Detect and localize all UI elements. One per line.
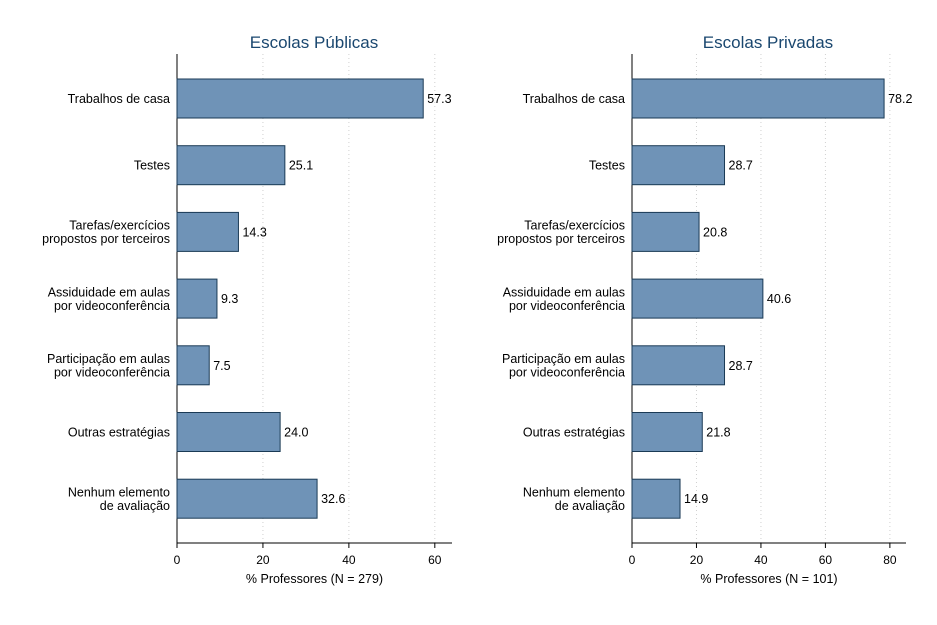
x-tick-label: 20: [690, 553, 704, 567]
category-label: Participação em aulas: [47, 352, 170, 366]
data-label: 40.6: [767, 292, 791, 306]
data-label: 25.1: [289, 159, 313, 173]
x-axis-title: % Professores (N = 279): [246, 572, 383, 586]
data-label: 57.3: [427, 92, 451, 106]
bar: [631, 211, 700, 252]
data-label: 7.5: [213, 359, 230, 373]
bar: [176, 78, 424, 119]
bar: [176, 278, 218, 319]
category-label: de avaliação: [555, 499, 625, 513]
category-label: de avaliação: [100, 499, 170, 513]
data-label: 14.9: [684, 492, 708, 506]
data-label: 24.0: [284, 426, 308, 440]
data-label: 32.6: [321, 492, 345, 506]
data-label: 28.7: [729, 359, 753, 373]
bar: [631, 412, 703, 452]
category-label: Testes: [589, 159, 625, 173]
x-tick-label: 20: [256, 553, 270, 567]
chart-title: Escolas Privadas: [703, 33, 833, 52]
x-tick-label: 40: [754, 553, 768, 567]
category-label: por videoconferência: [54, 299, 170, 313]
bar: [631, 145, 726, 186]
panel-escolas-publicas: 0 20 40 60 Escolas Públicas % Professores (N …: [42, 33, 452, 586]
category-label: Assiduidade em aulas: [503, 285, 625, 299]
bar: [176, 211, 239, 252]
category-label: Testes: [134, 159, 170, 173]
category-label: por videoconferência: [54, 366, 170, 380]
panel-escolas-privadas: 0 20 40 60 80 Escolas Privadas % Professores (…: [497, 33, 912, 586]
data-label: 21.8: [706, 426, 730, 440]
data-label: 9.3: [221, 292, 238, 306]
x-tick-label: 0: [174, 553, 181, 567]
category-label: Tarefas/exercícios: [69, 219, 170, 233]
category-label: Trabalhos de casa: [68, 92, 170, 106]
x-tick-label: 60: [819, 553, 833, 567]
bar: [631, 278, 764, 319]
category-label: Nenhum elemento: [523, 485, 625, 499]
data-label: 28.7: [729, 159, 753, 173]
x-tick-label: 40: [342, 553, 356, 567]
category-label: por videoconferência: [509, 299, 625, 313]
bar: [176, 145, 286, 186]
category-label: Tarefas/exercícios: [524, 219, 625, 233]
category-label: Outras estratégias: [523, 426, 625, 440]
category-label: propostos por terceiros: [42, 232, 170, 246]
x-tick-label: 80: [883, 553, 897, 567]
category-label: propostos por terceiros: [497, 232, 625, 246]
bar: [176, 412, 281, 452]
bar: [631, 345, 726, 386]
bar: [176, 345, 210, 386]
category-label: Outras estratégias: [68, 426, 170, 440]
data-label: 78.2: [888, 92, 912, 106]
bar: [176, 478, 318, 519]
bar: [631, 78, 885, 119]
chart-title: Escolas Públicas: [250, 33, 379, 52]
category-label: Nenhum elemento: [68, 485, 170, 499]
category-label: Assiduidade em aulas: [48, 285, 170, 299]
x-tick-label: 60: [428, 553, 442, 567]
data-label: 20.8: [703, 225, 727, 239]
bar: [631, 478, 681, 519]
data-label: 14.3: [242, 225, 266, 239]
category-label: Participação em aulas: [502, 352, 625, 366]
x-tick-label: 0: [629, 553, 636, 567]
x-axis-title: % Professores (N = 101): [700, 572, 837, 586]
category-label: Trabalhos de casa: [523, 92, 625, 106]
category-label: por videoconferência: [509, 366, 625, 380]
